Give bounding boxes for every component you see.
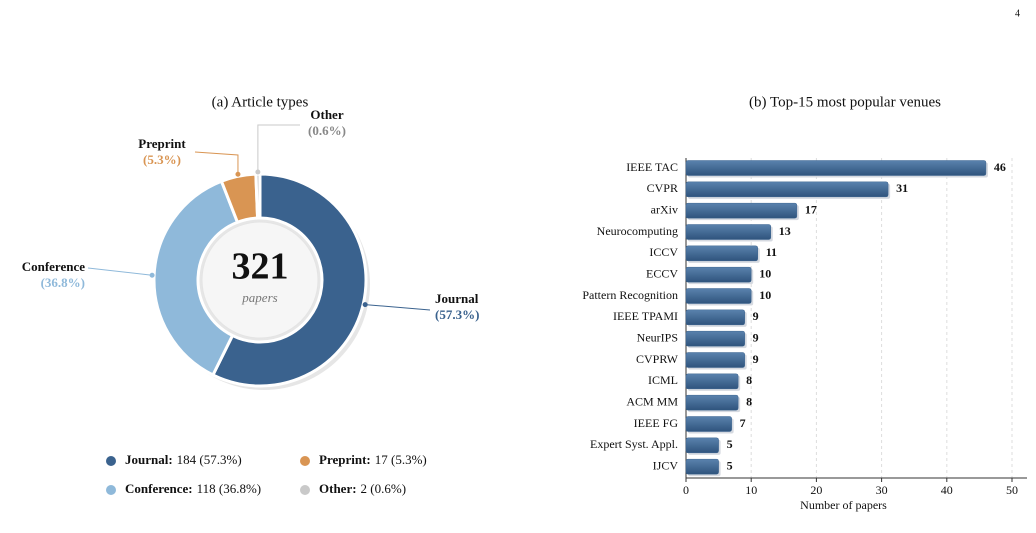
legend-value: 17 (5.3%) xyxy=(375,452,427,467)
legend-swatch xyxy=(300,456,310,466)
bar xyxy=(685,160,987,176)
callout-percent: (5.3%) xyxy=(143,152,181,167)
y-tick-label: Expert Syst. Appl. xyxy=(590,437,678,451)
y-tick-label: Neurocomputing xyxy=(597,224,678,238)
legend-name: Conference: xyxy=(125,481,193,496)
y-tick-label: IJCV xyxy=(653,458,679,472)
bar xyxy=(685,202,798,219)
legend-entry: Journal: 184 (57.3%) xyxy=(125,452,242,467)
center-caption: papers xyxy=(241,290,277,305)
y-tick-label: arXiv xyxy=(651,202,678,216)
legend-name: Preprint: xyxy=(319,452,371,467)
x-tick-label: 10 xyxy=(745,483,757,497)
legend-value: 2 (0.6%) xyxy=(361,481,407,496)
leader-dot xyxy=(255,169,261,175)
y-tick-label: ICML xyxy=(648,373,678,387)
value-label: 9 xyxy=(753,330,759,344)
callout-name: Conference xyxy=(22,259,86,274)
legend-swatch xyxy=(300,485,310,495)
bar xyxy=(685,245,758,262)
value-label: 9 xyxy=(753,309,759,323)
bar xyxy=(685,437,719,454)
leader-line xyxy=(365,304,431,311)
y-tick-label: ACM MM xyxy=(626,394,678,408)
x-tick-label: 20 xyxy=(810,483,822,497)
bar xyxy=(685,416,732,432)
bar xyxy=(685,266,752,283)
bar xyxy=(685,224,772,240)
bar xyxy=(685,394,739,411)
legend-swatch xyxy=(106,456,116,466)
legend-value: 118 (36.8%) xyxy=(197,481,262,496)
y-tick-label: NeurIPS xyxy=(637,330,678,344)
y-tick-label: Pattern Recognition xyxy=(582,288,678,302)
bar xyxy=(685,352,745,368)
bar xyxy=(685,330,745,347)
legend-entry: Conference: 118 (36.8%) xyxy=(125,481,261,496)
x-tick-label: 30 xyxy=(876,483,888,497)
legend-swatch xyxy=(106,485,116,495)
legend-entry: Preprint: 17 (5.3%) xyxy=(319,452,427,467)
legend-name: Other: xyxy=(319,481,357,496)
callout-percent: (36.8%) xyxy=(41,275,85,290)
callout-percent: (0.6%) xyxy=(308,123,346,138)
y-tick-label: IEEE FG xyxy=(634,416,679,430)
x-axis-label: Number of papers xyxy=(800,498,887,512)
leader-dot xyxy=(362,302,368,308)
value-label: 46 xyxy=(994,160,1006,174)
legend-entry: Other: 2 (0.6%) xyxy=(319,481,406,496)
y-tick-label: IEEE TPAMI xyxy=(613,309,678,323)
donut-segment xyxy=(210,172,368,388)
leader-line xyxy=(194,151,239,175)
y-tick-label: IEEE TAC xyxy=(626,160,678,174)
value-label: 13 xyxy=(779,224,791,238)
legend-name: Journal: xyxy=(125,452,173,467)
value-label: 10 xyxy=(759,288,771,302)
value-label: 9 xyxy=(753,352,759,366)
leader-dot xyxy=(149,272,155,278)
page-number: 4 xyxy=(1015,8,1020,19)
x-tick-label: 40 xyxy=(941,483,953,497)
value-label: 8 xyxy=(746,394,752,408)
chart-title: (a) Article types xyxy=(212,94,309,110)
value-label: 5 xyxy=(727,437,733,451)
value-label: 31 xyxy=(896,181,908,195)
bar xyxy=(685,288,752,304)
bar xyxy=(685,181,889,198)
donut-segment xyxy=(152,179,240,377)
bar xyxy=(685,458,719,475)
value-label: 10 xyxy=(759,266,771,280)
chart-title: (b) Top-15 most popular venues xyxy=(749,94,941,110)
y-tick-label: ECCV xyxy=(646,266,678,280)
donut-segment xyxy=(254,172,262,220)
leader-line xyxy=(257,124,300,173)
value-label: 11 xyxy=(766,245,777,259)
bar xyxy=(685,309,745,326)
y-tick-label: CVPRW xyxy=(636,352,679,366)
value-label: 7 xyxy=(740,416,746,430)
bar xyxy=(685,373,739,390)
x-tick-label: 50 xyxy=(1006,483,1018,497)
y-tick-label: CVPR xyxy=(647,181,678,195)
value-label: 5 xyxy=(727,458,733,472)
y-tick-label: ICCV xyxy=(649,245,678,259)
center-value: 321 xyxy=(232,246,289,288)
value-label: 17 xyxy=(805,202,817,216)
callout-name: Preprint xyxy=(138,136,186,151)
value-label: 8 xyxy=(746,373,752,387)
callout-name: Other xyxy=(310,107,343,122)
leader-line xyxy=(87,267,153,276)
leader-dot xyxy=(235,171,241,177)
legend-value: 184 (57.3%) xyxy=(177,452,242,467)
x-tick-label: 0 xyxy=(683,483,689,497)
callout-name: Journal xyxy=(435,291,479,306)
donut-hole xyxy=(201,221,319,339)
callout-percent: (57.3%) xyxy=(435,307,479,322)
